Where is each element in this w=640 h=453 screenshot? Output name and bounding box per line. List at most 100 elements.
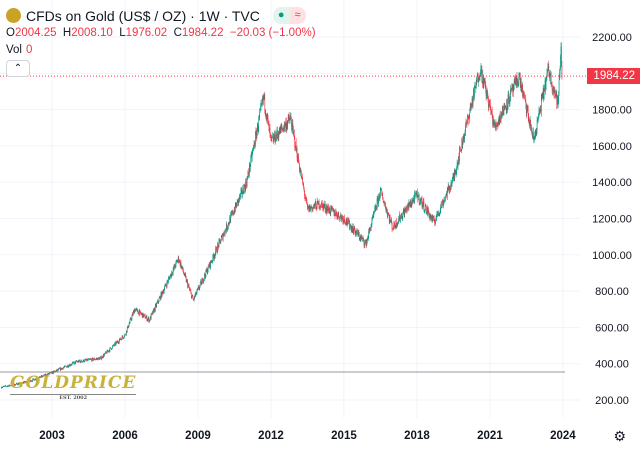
- candle-body: [177, 256, 179, 261]
- market-status-badge[interactable]: ● ≈: [272, 7, 306, 24]
- candle-body: [507, 94, 509, 107]
- candle-body: [370, 229, 371, 231]
- candle-body: [247, 172, 249, 177]
- candle-body: [232, 210, 234, 215]
- candle-body: [374, 208, 376, 212]
- candle-body: [116, 341, 117, 343]
- candle-body: [520, 82, 522, 87]
- candle-body: [367, 238, 369, 239]
- candle-body: [380, 188, 381, 197]
- candle-body: [393, 228, 394, 230]
- candle-body: [375, 206, 376, 210]
- candle-body: [542, 93, 544, 98]
- candle-body: [299, 169, 301, 173]
- candle-body: [64, 365, 65, 368]
- candle-body: [390, 221, 391, 222]
- candle-body: [362, 237, 364, 239]
- candle-body: [17, 384, 19, 386]
- candle-body: [63, 367, 64, 369]
- candle-body: [273, 137, 274, 142]
- candle-body: [370, 226, 372, 231]
- candle-body: [3, 386, 5, 387]
- candle-body: [112, 345, 114, 347]
- candle-body: [264, 94, 266, 110]
- candle-body: [256, 131, 258, 139]
- candle-body: [206, 269, 207, 272]
- candle-body: [545, 79, 547, 90]
- candle-body: [193, 299, 194, 301]
- candle-body: [177, 260, 179, 263]
- candle-body: [55, 370, 57, 372]
- candle-body: [435, 218, 437, 221]
- candle-body: [155, 304, 157, 307]
- candle-body: [211, 260, 213, 263]
- candle-body: [266, 117, 267, 120]
- candle-body: [513, 80, 515, 90]
- candle-body: [34, 378, 36, 381]
- candle-body: [207, 265, 209, 271]
- ohlc-legend: O2004.25 H2008.10 L1976.02 C1984.22 −20.…: [6, 27, 316, 39]
- candle-body: [512, 87, 514, 92]
- candle-body: [540, 108, 541, 110]
- candle-body: [2, 387, 3, 388]
- candle-body: [363, 237, 364, 241]
- candle-body: [96, 358, 97, 360]
- candle-body: [331, 206, 333, 210]
- candle-body: [485, 88, 487, 97]
- candle-body: [46, 374, 48, 376]
- candle-body: [234, 209, 236, 212]
- candle-body: [349, 227, 351, 229]
- candle-body: [57, 369, 59, 371]
- candle-body: [294, 146, 296, 149]
- candle-body: [274, 132, 276, 143]
- candle-body: [99, 358, 100, 360]
- candle-body: [343, 216, 345, 221]
- candle-body: [198, 286, 200, 289]
- candle-body: [115, 342, 117, 345]
- collapse-legend-button[interactable]: ⌃: [6, 60, 30, 77]
- candle-body: [501, 113, 502, 115]
- candle-body: [475, 80, 477, 89]
- candle-body: [350, 225, 352, 227]
- low-value: 1976.02: [125, 27, 168, 39]
- candle-body: [497, 124, 498, 127]
- settings-gear-icon[interactable]: ⚙: [613, 428, 626, 444]
- candle-body: [130, 318, 132, 320]
- candle-body: [95, 359, 96, 360]
- candle-body: [329, 208, 331, 213]
- candle-body: [373, 212, 375, 216]
- candle-body: [334, 212, 336, 217]
- candle-body: [388, 215, 390, 222]
- candle-body: [128, 323, 130, 327]
- x-tick-label: 2003: [39, 430, 65, 442]
- candle-body: [446, 193, 448, 198]
- candle-body: [362, 238, 363, 239]
- volume-value: 0: [26, 44, 33, 56]
- candle-body: [506, 99, 507, 110]
- candle-body: [446, 193, 447, 196]
- candle-body: [479, 76, 480, 80]
- candle-body: [247, 176, 248, 180]
- candle-body: [29, 380, 31, 382]
- symbol-title[interactable]: CFDs on Gold (US$ / OZ) · 1W · TVC: [26, 7, 260, 24]
- candle-body: [116, 341, 118, 343]
- candle-body: [98, 358, 100, 360]
- candle-body: [397, 221, 398, 226]
- candle-body: [422, 203, 424, 206]
- candle-body: [457, 163, 458, 167]
- candle-body: [244, 185, 245, 187]
- candle-body: [137, 311, 139, 314]
- candle-body: [142, 312, 144, 317]
- candle-body: [361, 236, 362, 240]
- candle-body: [292, 123, 294, 128]
- candle-body: [235, 203, 236, 212]
- candle-body: [50, 372, 52, 374]
- candle-body: [473, 89, 474, 97]
- candle-body: [190, 289, 191, 291]
- candle-body: [158, 302, 159, 303]
- candle-body: [356, 232, 357, 235]
- candle-body: [387, 210, 388, 216]
- candle-body: [259, 112, 260, 118]
- candle-body: [91, 359, 92, 362]
